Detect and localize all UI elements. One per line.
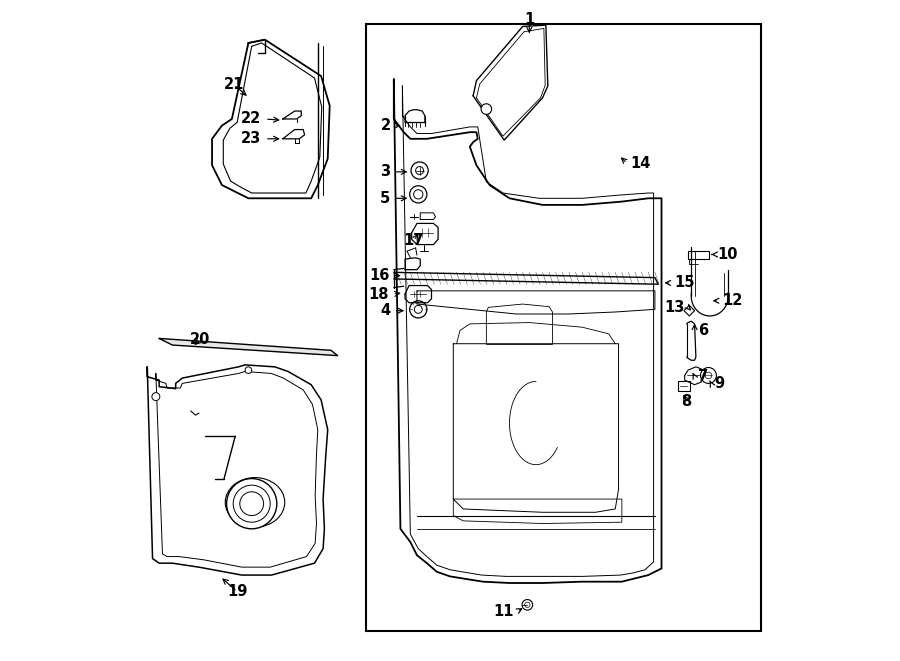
Text: 2: 2 — [381, 118, 391, 133]
Polygon shape — [159, 338, 338, 356]
Circle shape — [233, 485, 270, 522]
Text: 6: 6 — [698, 323, 708, 338]
Text: 11: 11 — [493, 604, 514, 619]
Text: 10: 10 — [717, 247, 738, 262]
Text: 17: 17 — [403, 233, 424, 248]
Circle shape — [525, 602, 530, 607]
Text: 3: 3 — [381, 165, 391, 179]
Text: 14: 14 — [631, 156, 651, 171]
Text: 15: 15 — [675, 276, 695, 290]
Bar — [688, 251, 709, 259]
Text: 16: 16 — [369, 268, 389, 283]
Circle shape — [705, 372, 712, 379]
Text: 7: 7 — [698, 369, 708, 384]
Circle shape — [152, 393, 160, 401]
Text: 21: 21 — [224, 77, 244, 92]
Circle shape — [414, 305, 422, 313]
Circle shape — [700, 368, 716, 383]
Circle shape — [482, 104, 491, 114]
Text: 18: 18 — [369, 287, 389, 301]
Polygon shape — [394, 272, 658, 284]
Text: 5: 5 — [381, 191, 391, 206]
Text: 22: 22 — [241, 112, 262, 126]
Text: 4: 4 — [381, 303, 391, 318]
Circle shape — [416, 167, 424, 175]
Circle shape — [410, 301, 427, 318]
Circle shape — [239, 492, 264, 516]
Polygon shape — [417, 291, 655, 314]
Text: 9: 9 — [715, 376, 724, 391]
Circle shape — [227, 479, 277, 529]
Text: 13: 13 — [664, 300, 685, 315]
Text: 19: 19 — [227, 584, 248, 599]
Text: 12: 12 — [723, 293, 742, 308]
Text: 23: 23 — [241, 132, 262, 146]
Text: 8: 8 — [681, 394, 692, 408]
Circle shape — [410, 186, 427, 203]
Bar — [366, 24, 760, 631]
Circle shape — [245, 367, 252, 373]
Text: 20: 20 — [190, 332, 211, 347]
Circle shape — [522, 600, 533, 610]
Text: 1: 1 — [524, 13, 535, 27]
Circle shape — [414, 190, 423, 199]
Circle shape — [411, 162, 428, 179]
Bar — [678, 381, 690, 391]
